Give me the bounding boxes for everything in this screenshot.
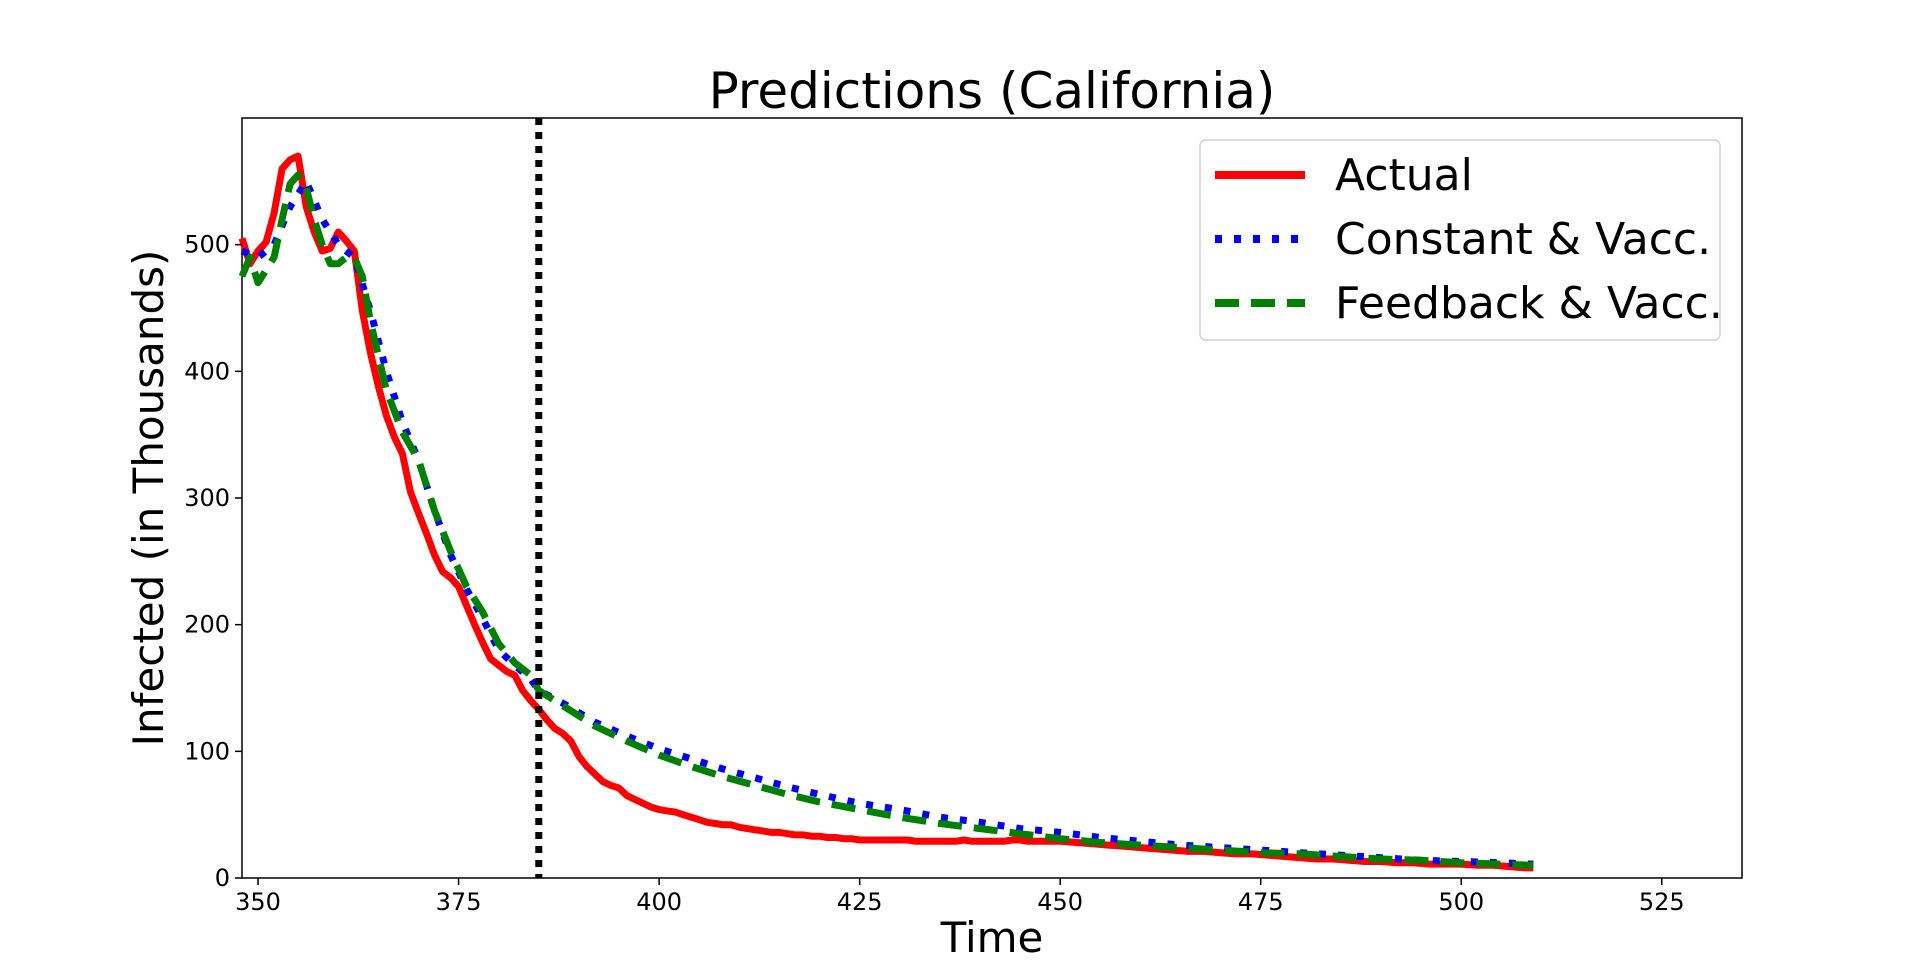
chart-title: Predictions (California): [709, 62, 1276, 120]
x-axis-ticks: 350 375 400 425 450 475 500 525: [235, 878, 1685, 916]
legend-label-1: Actual: [1335, 150, 1473, 201]
x-tick-label: 525: [1639, 888, 1685, 916]
x-axis-title: Time: [940, 913, 1044, 962]
x-tick-label: 475: [1238, 888, 1284, 916]
x-tick-label: 350: [235, 888, 281, 916]
y-tick-label: 400: [184, 357, 230, 385]
series-layer: [238, 152, 1534, 872]
y-axis-title: Infected (in Thousands): [124, 250, 173, 747]
y-tick-label: 0: [215, 864, 230, 892]
x-tick-label: 375: [436, 888, 482, 916]
x-tick-label: 500: [1438, 888, 1484, 916]
legend-label-2: Constant & Vacc.: [1335, 214, 1711, 265]
series-line-1: [238, 152, 1534, 872]
legend-frame: [1199, 139, 1721, 341]
x-tick-label: 425: [837, 888, 883, 916]
x-tick-label: 450: [1037, 888, 1083, 916]
y-tick-label: 500: [184, 231, 230, 259]
y-tick-label: 300: [184, 484, 230, 512]
legend: Actual Constant & Vacc. Feedback & Vacc.: [1199, 139, 1723, 341]
series-line-3: [238, 171, 1534, 869]
y-axis-ticks: 0 100 200 300 400 500: [184, 231, 242, 892]
x-tick-label: 400: [636, 888, 682, 916]
y-tick-label: 100: [184, 737, 230, 765]
y-tick-label: 200: [184, 611, 230, 639]
legend-label-3: Feedback & Vacc.: [1335, 278, 1723, 329]
